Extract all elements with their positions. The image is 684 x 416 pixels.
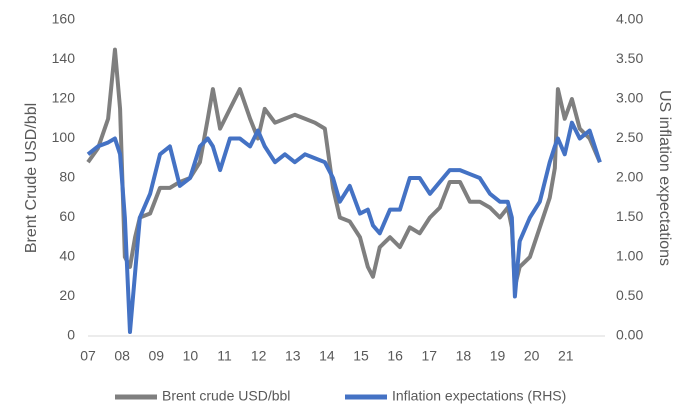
y2-tick-label: 3.00	[616, 90, 643, 106]
x-tick-label: 18	[456, 348, 472, 364]
x-tick-label: 10	[183, 348, 199, 364]
x-tick-label: 11	[217, 348, 232, 364]
x-tick-label: 20	[524, 348, 540, 364]
line-series	[86, 47, 602, 289]
x-tick-label: 09	[148, 348, 164, 364]
y-tick-label: 0	[67, 327, 75, 343]
y-tick-label: 20	[59, 287, 75, 303]
legend-label: Brent crude USD/bbl	[162, 388, 290, 404]
x-tick-label: 16	[387, 348, 403, 364]
x-tick-label: 17	[421, 348, 437, 364]
x-tick-label: 08	[114, 348, 130, 364]
y2-tick-label: 4.00	[616, 11, 643, 27]
y-tick-label: 80	[59, 169, 75, 185]
y2-tick-label: 1.00	[616, 248, 643, 264]
x-tick-label: 14	[319, 348, 335, 364]
y2-tick-label: 0.50	[616, 287, 643, 303]
y2-axis-title: US inflation expectations	[656, 90, 673, 266]
y-tick-label: 120	[52, 90, 76, 106]
legend-label: Inflation expectations (RHS)	[392, 388, 566, 404]
x-tick-label: 15	[353, 348, 369, 364]
x-tick-label: 19	[490, 348, 506, 364]
y-axis-title: Brent Crude USD/bbl	[23, 103, 40, 253]
y2-tick-label: 3.50	[616, 50, 643, 66]
y-tick-label: 60	[59, 208, 75, 224]
y-tick-label: 40	[59, 248, 75, 264]
y2-tick-label: 0.00	[616, 327, 643, 343]
x-tick-label: 21	[558, 348, 574, 364]
x-tick-label: 07	[80, 348, 96, 364]
line-series	[86, 120, 602, 335]
y-tick-label: 160	[52, 11, 76, 27]
y2-tick-label: 2.50	[616, 129, 643, 145]
y2-tick-label: 2.00	[616, 169, 643, 185]
x-tick-label: 13	[285, 348, 301, 364]
y-tick-label: 140	[52, 50, 76, 66]
x-tick-label: 12	[251, 348, 267, 364]
y2-tick-label: 1.50	[616, 208, 643, 224]
y-tick-label: 100	[52, 129, 76, 145]
